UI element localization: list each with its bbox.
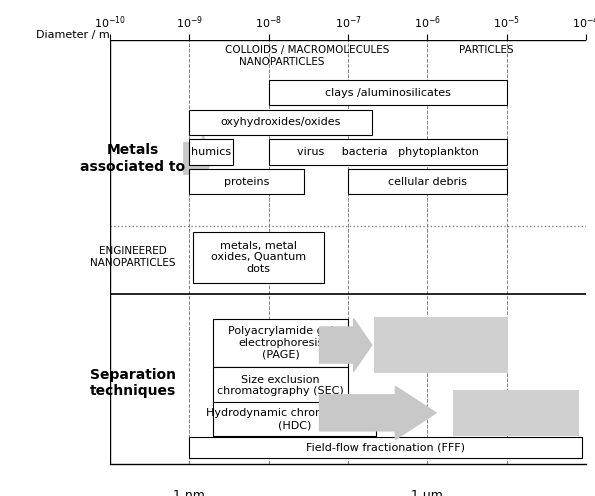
Text: humics: humics bbox=[191, 147, 231, 157]
Text: Size exclusion
chromatography (SEC): Size exclusion chromatography (SEC) bbox=[217, 374, 344, 396]
Bar bbox=[213, 402, 376, 436]
Polygon shape bbox=[320, 386, 436, 439]
Bar bbox=[374, 317, 508, 372]
Polygon shape bbox=[320, 318, 372, 372]
Bar bbox=[269, 139, 507, 165]
Text: NANOPARTICLES: NANOPARTICLES bbox=[239, 57, 324, 67]
Text: Diameter / m: Diameter / m bbox=[36, 30, 109, 40]
Bar bbox=[189, 110, 372, 135]
Text: Separation
techniques: Separation techniques bbox=[90, 368, 176, 398]
Text: 1 nm: 1 nm bbox=[174, 489, 205, 496]
Text: ICP-MS: ICP-MS bbox=[488, 406, 543, 420]
Bar bbox=[213, 318, 348, 367]
Text: cellular debris: cellular debris bbox=[388, 177, 467, 187]
Text: proteins: proteins bbox=[224, 177, 270, 187]
Text: metals, metal
oxides, Quantum
dots: metals, metal oxides, Quantum dots bbox=[211, 241, 306, 274]
Bar bbox=[213, 367, 348, 403]
Bar bbox=[189, 139, 233, 165]
Text: Metals
associated to: Metals associated to bbox=[80, 143, 186, 174]
Bar bbox=[348, 169, 507, 194]
Bar bbox=[189, 169, 305, 194]
Text: PARTICLES: PARTICLES bbox=[459, 45, 513, 55]
Text: clays /aluminosilicates: clays /aluminosilicates bbox=[325, 88, 450, 98]
Bar bbox=[189, 437, 582, 458]
Text: virus     bacteria   phytoplankton: virus bacteria phytoplankton bbox=[297, 147, 479, 157]
Text: oxyhydroxides/oxides: oxyhydroxides/oxides bbox=[221, 118, 341, 127]
Text: Hydrodynamic chromatography
(HDC): Hydrodynamic chromatography (HDC) bbox=[206, 408, 383, 430]
Polygon shape bbox=[184, 134, 212, 183]
Text: Polyacrylamide gel
electrophoresis
(PAGE): Polyacrylamide gel electrophoresis (PAGE… bbox=[228, 326, 334, 360]
Text: Field-flow fractionation (FFF): Field-flow fractionation (FFF) bbox=[306, 442, 465, 453]
Text: ENGINEERED
NANOPARTICLES: ENGINEERED NANOPARTICLES bbox=[90, 247, 176, 268]
Text: Laser Ablation-
ICP-MS: Laser Ablation- ICP-MS bbox=[381, 330, 500, 360]
Bar bbox=[269, 80, 507, 106]
Bar bbox=[193, 232, 324, 283]
Bar bbox=[453, 389, 579, 436]
Text: 1 μm: 1 μm bbox=[412, 489, 443, 496]
Text: COLLOIDS / MACROMOLECULES: COLLOIDS / MACROMOLECULES bbox=[226, 45, 390, 55]
